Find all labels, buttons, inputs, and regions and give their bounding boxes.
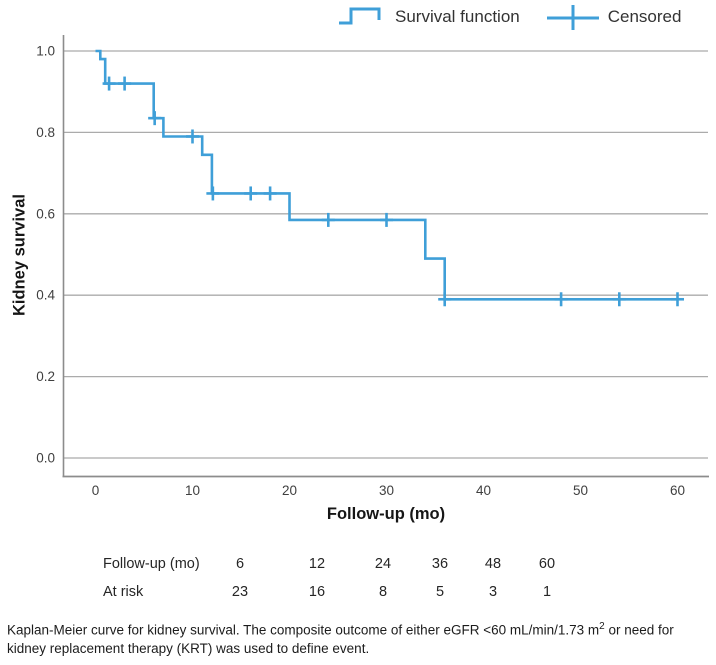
y-axis-title: Kidney survival: [10, 194, 29, 316]
x-tick-label: 40: [476, 483, 491, 498]
caption-text: or need for kidney replacement therapy (…: [7, 622, 674, 657]
y-tick-label: 0.8: [36, 125, 55, 140]
survival-function-step-icon: [339, 7, 381, 25]
chart-legend: Survival function Censored: [338, 2, 681, 32]
caption-text: Kaplan-Meier curve for kidney survival. …: [7, 622, 600, 638]
x-tick-label: 60: [670, 483, 685, 498]
x-tick-label: 30: [379, 483, 394, 498]
x-tick-label: 0: [92, 483, 100, 498]
risk-row-at-risk: At risk 23 16 8 5 3 1: [0, 580, 716, 608]
y-tick-label: 0.6: [36, 206, 55, 221]
risk-value: 12: [308, 556, 326, 572]
x-axis-title: Follow-up (mo): [326, 505, 446, 523]
risk-row-label: Follow-up (mo): [103, 556, 200, 572]
risk-value: 8: [378, 584, 388, 600]
risk-value: 36: [431, 556, 449, 572]
risk-value: 6: [235, 556, 245, 572]
risk-value: 1: [542, 584, 552, 600]
risk-value: 48: [484, 556, 502, 572]
risk-value: 23: [231, 584, 249, 600]
risk-value: 60: [538, 556, 556, 572]
x-tick-label: 10: [185, 483, 200, 498]
at-risk-table: Follow-up (mo) 6 12 24 36 48 60 At risk …: [0, 552, 716, 608]
x-tick-label: 50: [573, 483, 588, 498]
y-tick-label: 0.0: [36, 451, 55, 466]
censored-plus-icon: [546, 5, 599, 30]
km-survival-chart: 0.0 0.2 0.4 0.6 0.8 1.0 0 10 20 30 40 50 60: [36, 35, 709, 498]
y-tick-label: 1.0: [36, 44, 55, 59]
y-tick-label: 0.4: [36, 288, 55, 303]
risk-value: 24: [374, 556, 392, 572]
risk-value: 3: [488, 584, 498, 600]
risk-row-label: At risk: [103, 584, 144, 600]
legend-label-survival-function: Survival function: [395, 7, 520, 26]
legend-label-censored: Censored: [607, 7, 682, 26]
risk-value: 5: [435, 584, 445, 600]
survival-curve: [95, 49, 678, 301]
risk-row-followup: Follow-up (mo) 6 12 24 36 48 60: [0, 552, 716, 580]
caption-superscript: 2: [599, 621, 605, 632]
figure-caption: Kaplan-Meier curve for kidney survival. …: [7, 620, 711, 659]
x-tick-label: 20: [282, 483, 297, 498]
y-tick-label: 0.2: [36, 369, 55, 384]
risk-value: 16: [308, 584, 326, 600]
